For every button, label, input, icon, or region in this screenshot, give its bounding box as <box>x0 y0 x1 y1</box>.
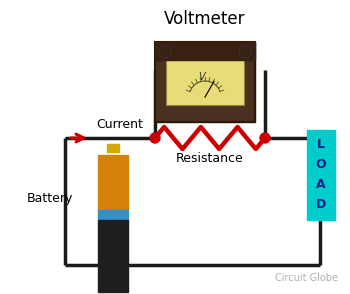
Bar <box>155 42 255 122</box>
Bar <box>155 42 255 60</box>
Text: Resistance: Resistance <box>176 151 244 165</box>
Circle shape <box>159 46 171 58</box>
Bar <box>98 220 128 292</box>
Bar <box>107 144 119 152</box>
Text: Current: Current <box>97 118 144 131</box>
Bar <box>155 42 255 122</box>
Text: Circuit Globe: Circuit Globe <box>275 273 338 283</box>
Bar <box>98 155 128 210</box>
Bar <box>307 130 335 220</box>
Text: Battery: Battery <box>27 191 73 205</box>
Text: Voltmeter: Voltmeter <box>164 10 246 28</box>
Bar <box>166 60 244 105</box>
Circle shape <box>150 133 160 143</box>
Circle shape <box>239 46 251 58</box>
Text: V: V <box>199 72 205 82</box>
Circle shape <box>260 133 270 143</box>
Text: O: O <box>316 158 326 171</box>
Bar <box>98 210 128 220</box>
Text: D: D <box>316 198 326 211</box>
Text: A: A <box>316 178 326 191</box>
Text: L: L <box>317 138 325 151</box>
